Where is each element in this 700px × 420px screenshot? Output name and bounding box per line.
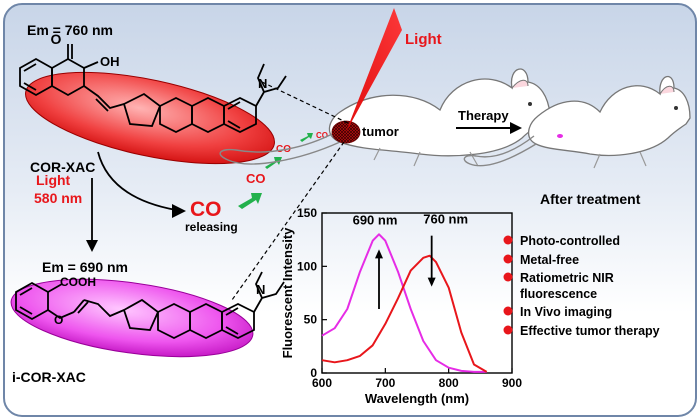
tumor-label: tumor <box>362 124 399 139</box>
spectrum-series-0 <box>321 233 487 373</box>
increase-arrow-head <box>375 249 383 259</box>
green-arrow-2 <box>265 157 282 169</box>
spectrum-series-1 <box>321 254 488 373</box>
feature-bullet <box>503 306 513 316</box>
releasing-label: releasing <box>185 220 238 234</box>
co-label: CO <box>190 198 222 221</box>
hydroxyl-label: OH <box>100 54 120 69</box>
plot-frame <box>321 212 513 374</box>
feature-item: Effective tumor therapy <box>520 324 660 338</box>
green-arrow-3 <box>300 133 313 142</box>
x-tick-label: 600 <box>312 376 332 390</box>
therapy-label: Therapy <box>458 108 509 123</box>
feature-list: Photo-controlled Metal-free Ratiometric NI… <box>503 234 660 338</box>
feature-item: Metal-free <box>520 253 579 267</box>
bottom-amine-n-label: N <box>256 282 265 297</box>
y-tick-label: 50 <box>304 313 318 327</box>
reaction-arrows <box>86 151 186 252</box>
x-tick-label: 900 <box>502 376 522 390</box>
co-small-3: CO <box>316 131 328 140</box>
after-treatment-label: After treatment <box>540 191 641 207</box>
peak-label-760: 760 nm <box>423 212 468 227</box>
down-arrow-head <box>86 240 98 252</box>
feature-bullet <box>503 254 513 264</box>
feature-item: fluorescence <box>520 287 597 301</box>
y-axis-label: Fluorescent Intensity <box>280 227 295 359</box>
mouse-light-label: Light <box>405 31 442 48</box>
residual-spot <box>557 134 563 138</box>
x-axis-label: Wavelength (nm) <box>365 391 469 406</box>
peak-label-690: 690 nm <box>353 212 398 227</box>
bottom-compound-name: i-COR-XAC <box>12 369 86 385</box>
therapy-arrow-head <box>510 122 522 134</box>
y-tick-label: 150 <box>297 206 317 220</box>
mouse-after-treatment <box>463 76 691 169</box>
curved-arrow-head <box>172 204 186 218</box>
x-tick-label: 800 <box>439 376 459 390</box>
x-tick-label: 700 <box>375 376 395 390</box>
acid-label: COOH <box>60 275 96 289</box>
feature-bullet <box>503 325 513 335</box>
bottom-em-label: Em = 690 nm <box>42 259 128 275</box>
top-compound: O OH N Em = 760 nm COR-XAC <box>19 22 287 175</box>
mouse-with-tumor <box>219 68 572 167</box>
light-label: Light <box>36 172 71 188</box>
zoom-line-bottom <box>231 141 345 301</box>
zoom-line-top <box>261 81 351 125</box>
feature-bullet <box>503 235 513 245</box>
feature-item: In Vivo imaging <box>520 305 612 319</box>
top-compound-name: COR-XAC <box>30 159 95 175</box>
top-em-label: Em = 760 nm <box>27 22 113 38</box>
i-cor-xac-structure <box>15 271 285 340</box>
y-tick-label: 0 <box>310 366 317 380</box>
feature-item: Ratiometric NIR <box>520 271 614 285</box>
fluorescence-spectrum-chart: 600 700 800 900 0 50 100 150 Fluorescent Intens… <box>280 206 522 406</box>
green-arrow-1 <box>238 193 262 209</box>
feature-bullet <box>503 272 513 282</box>
bottom-compound: COOH O N Em = 690 nm i-COR-XAC <box>10 259 285 385</box>
feature-item: Photo-controlled <box>520 234 620 248</box>
co-small-1: CO <box>246 171 266 186</box>
curved-arrow-line <box>97 151 177 211</box>
decrease-arrow-head <box>427 277 436 287</box>
wavelength-label: 580 nm <box>34 190 82 206</box>
carbonyl-o-label: O <box>51 31 62 47</box>
y-tick-label: 100 <box>297 259 317 273</box>
cor-xac-structure <box>19 44 287 134</box>
ester-o-label: O <box>54 313 63 327</box>
amine-n-label: N <box>258 76 267 91</box>
light-beam <box>346 8 402 132</box>
